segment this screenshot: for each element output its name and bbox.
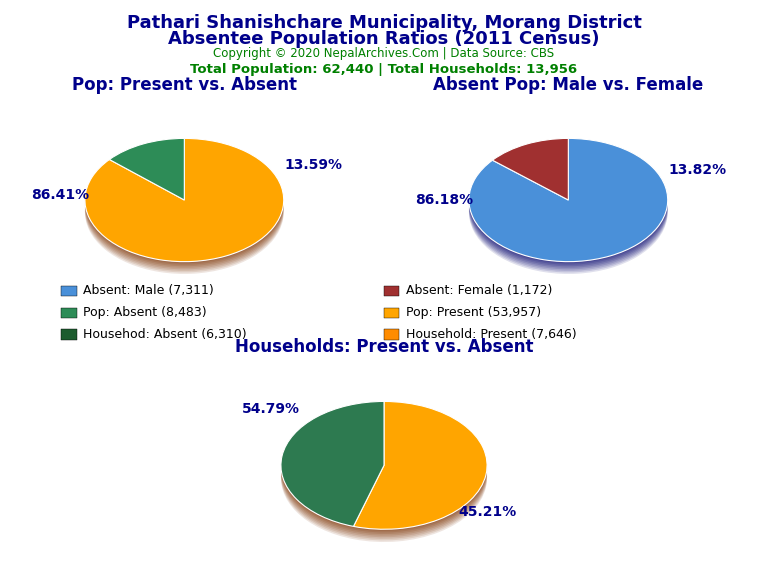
Wedge shape bbox=[109, 140, 184, 202]
Wedge shape bbox=[281, 411, 384, 536]
Wedge shape bbox=[469, 149, 667, 272]
Text: Absentee Population Ratios (2011 Census): Absentee Population Ratios (2011 Census) bbox=[168, 30, 600, 48]
Wedge shape bbox=[85, 149, 283, 272]
Wedge shape bbox=[281, 403, 384, 528]
Wedge shape bbox=[85, 138, 283, 262]
Wedge shape bbox=[353, 404, 487, 532]
Text: Pathari Shanishchare Municipality, Morang District: Pathari Shanishchare Municipality, Moran… bbox=[127, 14, 641, 32]
Wedge shape bbox=[353, 411, 487, 539]
Text: Househod: Absent (6,310): Househod: Absent (6,310) bbox=[83, 328, 247, 341]
Title: Absent Pop: Male vs. Female: Absent Pop: Male vs. Female bbox=[433, 76, 703, 94]
Wedge shape bbox=[469, 140, 667, 263]
Wedge shape bbox=[85, 143, 283, 266]
Wedge shape bbox=[492, 143, 568, 204]
Wedge shape bbox=[353, 403, 487, 531]
Wedge shape bbox=[85, 146, 283, 270]
Wedge shape bbox=[109, 142, 184, 203]
Wedge shape bbox=[353, 401, 487, 529]
Wedge shape bbox=[353, 410, 487, 537]
Text: Household: Present (7,646): Household: Present (7,646) bbox=[406, 328, 576, 341]
Wedge shape bbox=[469, 147, 667, 271]
Wedge shape bbox=[109, 138, 184, 200]
Wedge shape bbox=[353, 412, 487, 540]
Wedge shape bbox=[281, 408, 384, 533]
Text: Pop: Present (53,957): Pop: Present (53,957) bbox=[406, 306, 541, 319]
Title: Households: Present vs. Absent: Households: Present vs. Absent bbox=[235, 338, 533, 355]
Text: 13.59%: 13.59% bbox=[284, 158, 343, 172]
Wedge shape bbox=[492, 145, 568, 206]
Wedge shape bbox=[85, 140, 283, 263]
Wedge shape bbox=[85, 151, 283, 274]
Wedge shape bbox=[281, 412, 384, 537]
Text: Pop: Absent (8,483): Pop: Absent (8,483) bbox=[83, 306, 207, 319]
Wedge shape bbox=[492, 147, 568, 209]
Wedge shape bbox=[85, 145, 283, 268]
Text: 54.79%: 54.79% bbox=[242, 401, 300, 416]
Wedge shape bbox=[353, 408, 487, 536]
Wedge shape bbox=[353, 406, 487, 534]
Wedge shape bbox=[281, 401, 384, 526]
Wedge shape bbox=[281, 414, 384, 539]
Wedge shape bbox=[109, 149, 184, 211]
Wedge shape bbox=[469, 146, 667, 270]
Text: 45.21%: 45.21% bbox=[458, 505, 516, 519]
Text: 13.82%: 13.82% bbox=[668, 163, 727, 177]
Wedge shape bbox=[109, 151, 184, 213]
Text: 86.41%: 86.41% bbox=[31, 188, 89, 202]
Wedge shape bbox=[469, 138, 667, 262]
Wedge shape bbox=[109, 146, 184, 208]
Wedge shape bbox=[281, 406, 384, 531]
Wedge shape bbox=[492, 140, 568, 202]
Wedge shape bbox=[492, 138, 568, 200]
Text: Copyright © 2020 NepalArchives.Com | Data Source: CBS: Copyright © 2020 NepalArchives.Com | Dat… bbox=[214, 47, 554, 60]
Wedge shape bbox=[109, 143, 184, 204]
Title: Pop: Present vs. Absent: Pop: Present vs. Absent bbox=[72, 76, 296, 94]
Wedge shape bbox=[85, 147, 283, 271]
Text: Absent: Male (7,311): Absent: Male (7,311) bbox=[83, 285, 214, 297]
Wedge shape bbox=[469, 142, 667, 265]
Wedge shape bbox=[492, 149, 568, 211]
Wedge shape bbox=[492, 142, 568, 203]
Wedge shape bbox=[469, 151, 667, 274]
Wedge shape bbox=[109, 145, 184, 206]
Wedge shape bbox=[469, 145, 667, 268]
Wedge shape bbox=[281, 410, 384, 535]
Wedge shape bbox=[109, 147, 184, 209]
Text: 86.18%: 86.18% bbox=[415, 193, 473, 207]
Wedge shape bbox=[492, 151, 568, 213]
Wedge shape bbox=[85, 142, 283, 265]
Wedge shape bbox=[492, 146, 568, 208]
Text: Total Population: 62,440 | Total Households: 13,956: Total Population: 62,440 | Total Househo… bbox=[190, 63, 578, 76]
Text: Absent: Female (1,172): Absent: Female (1,172) bbox=[406, 285, 552, 297]
Wedge shape bbox=[281, 404, 384, 529]
Wedge shape bbox=[469, 143, 667, 266]
Wedge shape bbox=[353, 414, 487, 542]
